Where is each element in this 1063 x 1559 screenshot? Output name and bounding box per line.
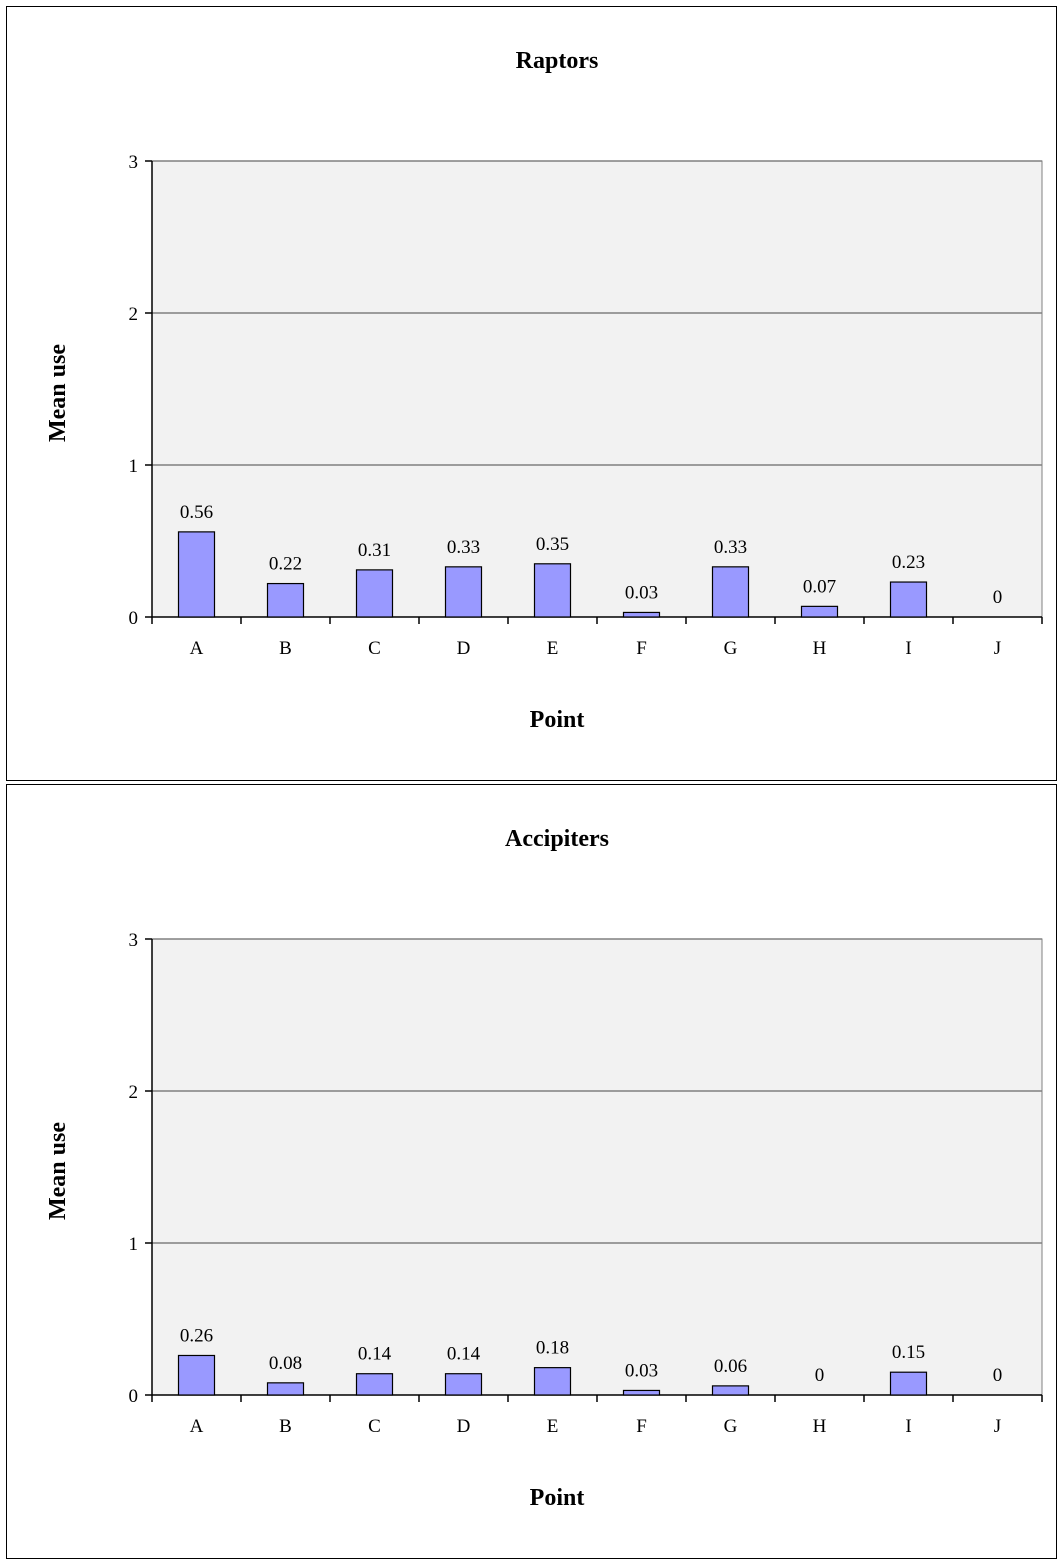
bar-F [622,611,661,618]
x-tick-label: I [905,638,911,659]
data-label-F: 0.03 [625,1360,658,1381]
x-tick-label: J [994,1416,1001,1437]
data-label-I: 0.23 [892,552,925,573]
x-tick-label: D [457,1416,471,1437]
bar-E [533,563,572,618]
data-label-G: 0.06 [714,1356,747,1377]
data-label-D: 0.14 [447,1344,481,1365]
bar-C [355,569,394,618]
y-tick-label: 0 [129,608,139,629]
x-tick-label: E [547,1416,559,1437]
bar-A [177,1354,216,1396]
y-tick-label: 3 [129,152,139,173]
plot-background [151,160,1043,618]
data-label-E: 0.35 [536,534,569,555]
bar-F [622,1389,661,1396]
data-label-B: 0.08 [269,1353,302,1374]
plot-area: 0 1 2 3 0.56 A 0.22 B 0.31 C 0.33 D 0.35 E 0.03 F 0.33 G 0… [129,152,1043,659]
bar-D [444,566,483,618]
chart-panel-raptors: Raptors Mean use Point 0 1 2 3 0.56 A 0.22 B 0.3… [6,6,1057,781]
x-tick-label: E [547,638,559,659]
bar-I [889,581,928,618]
x-tick-label: J [994,638,1001,659]
bar-C [355,1373,394,1396]
x-tick-label: G [724,638,738,659]
chart-panel-accipiters: Accipiters Mean use Point 0 1 2 3 0.26 A 0.08 B… [6,784,1057,1559]
data-label-B: 0.22 [269,554,302,575]
bar-H [800,605,839,618]
x-axis-title: Point [530,1485,585,1511]
y-tick-label: 3 [129,930,139,951]
x-tick-label: A [190,1416,204,1437]
data-label-H: 0.07 [803,576,836,597]
x-axis-title: Point [530,707,585,733]
y-axis-title: Mean use [45,344,71,442]
x-tick-label: C [368,1416,381,1437]
y-axis-title: Mean use [45,1122,71,1220]
data-label-I: 0.15 [892,1342,925,1363]
x-tick-label: H [813,1416,827,1437]
bar-B [266,582,305,618]
data-label-H: 0 [815,1365,825,1386]
plot-background [151,938,1043,1396]
bar-B [266,1382,305,1396]
data-label-E: 0.18 [536,1338,569,1359]
y-tick-label: 2 [129,304,139,325]
y-tick-label: 1 [129,1234,139,1255]
data-label-F: 0.03 [625,582,658,603]
raptors-chart: Raptors Mean use Point 0 1 2 3 0.56 A 0.22 B 0.3… [45,48,1043,733]
bar-I [889,1371,928,1396]
data-label-J: 0 [993,1365,1003,1386]
x-tick-label: B [279,638,292,659]
x-tick-label: H [813,638,827,659]
x-tick-label: D [457,638,471,659]
data-label-D: 0.33 [447,537,480,558]
data-label-A: 0.56 [180,502,213,523]
x-tick-label: A [190,638,204,659]
data-label-C: 0.31 [358,540,391,561]
data-label-G: 0.33 [714,537,747,558]
x-tick-label: G [724,1416,738,1437]
data-label-A: 0.26 [180,1325,213,1346]
bar-E [533,1367,572,1396]
bar-G [711,1385,750,1396]
x-tick-label: F [636,1416,647,1437]
x-tick-label: F [636,638,647,659]
plot-area: 0 1 2 3 0.26 A 0.08 B 0.14 C 0.14 D 0.18 E 0.03 F 0.06 G 0… [129,930,1043,1437]
y-tick-label: 0 [129,1386,139,1407]
y-tick-label: 1 [129,456,139,477]
x-tick-label: C [368,638,381,659]
accipiters-chart: Accipiters Mean use Point 0 1 2 3 0.26 A 0.08 B… [45,826,1043,1511]
bar-G [711,566,750,618]
y-tick-label: 2 [129,1082,139,1103]
chart-title: Accipiters [505,826,609,852]
bar-D [444,1373,483,1396]
x-tick-label: B [279,1416,292,1437]
data-label-J: 0 [993,587,1003,608]
chart-title: Raptors [516,48,599,74]
data-label-C: 0.14 [358,1344,392,1365]
bar-A [177,531,216,618]
x-tick-label: I [905,1416,911,1437]
